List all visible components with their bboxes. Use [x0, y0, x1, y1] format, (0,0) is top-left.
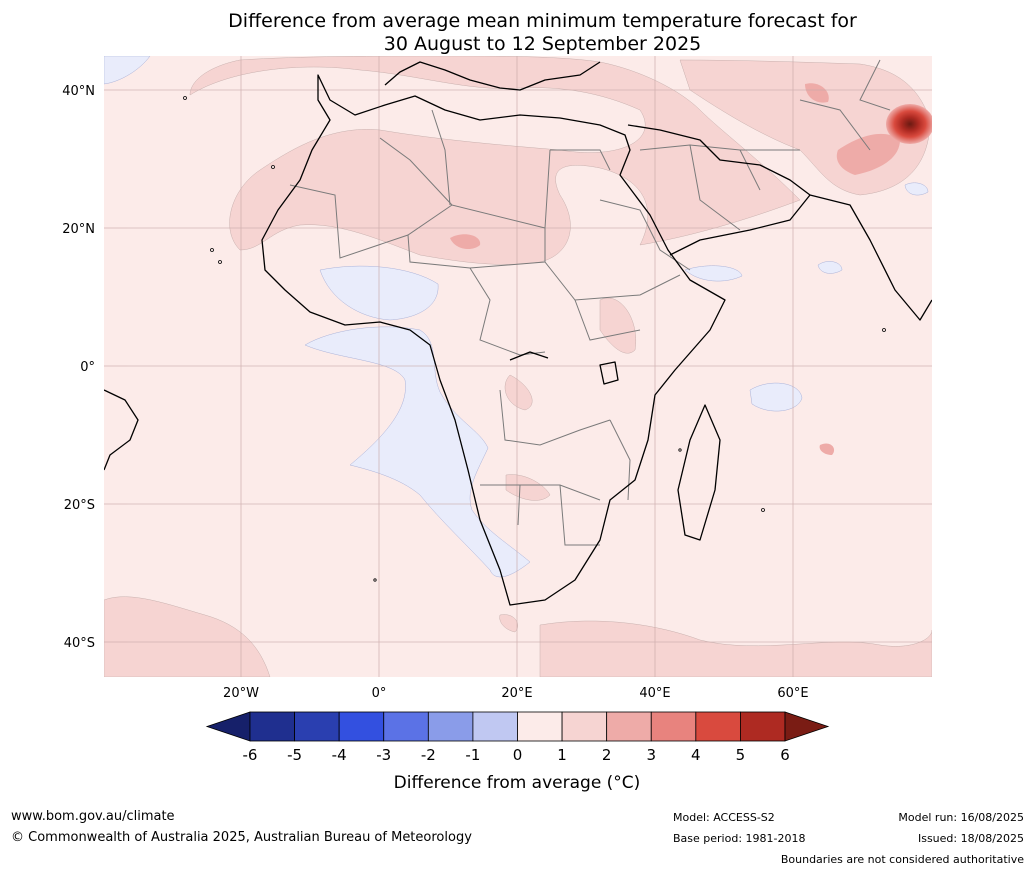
anomaly-cool-regions	[104, 56, 929, 578]
longitude-labels: 20°W 0° 20°E 40°E 60°E	[223, 686, 809, 701]
footer-base-period: Base period: 1981-2018	[673, 832, 806, 845]
lat-label: 0°	[80, 360, 95, 375]
latitude-labels: 40°N 20°N 0° 20°S 40°S	[62, 84, 95, 651]
map-title: Difference from average mean minimum tem…	[0, 10, 1035, 56]
lat-label: 40°S	[64, 636, 95, 651]
anomaly-warm-regions	[104, 56, 932, 677]
colorbar-tick-label: 5	[736, 746, 746, 764]
title-line-1: Difference from average mean minimum tem…	[228, 10, 857, 32]
colorbar-tick-label: 0	[513, 746, 523, 764]
lon-label: 20°E	[501, 686, 532, 701]
map-panel	[104, 56, 932, 677]
title-line-2: 30 August to 12 September 2025	[383, 33, 702, 55]
lon-label: 40°E	[639, 686, 670, 701]
colorbar-segment	[606, 711, 652, 742]
colorbar-tick-label: -4	[332, 746, 347, 764]
colorbar-tick-label: 3	[646, 746, 656, 764]
lon-label: 0°	[372, 686, 387, 701]
colorbar-tick-label: -1	[465, 746, 480, 764]
lon-label: 60°E	[777, 686, 808, 701]
colorbar: -6 -5 -4 -3 -2 -1 0 1 2 3 4 5 6	[205, 711, 830, 764]
footer-model-run: Model run: 16/08/2025	[898, 811, 1024, 824]
colorbar-segment	[561, 711, 608, 742]
colorbar-segment	[427, 711, 474, 742]
colorbar-segment	[249, 711, 295, 742]
graticule	[104, 56, 932, 677]
footer-website: www.bom.gov.au/climate	[11, 809, 175, 824]
colorbar-tick-label: 6	[780, 746, 790, 764]
islands	[183, 96, 886, 582]
lat-label: 20°N	[62, 222, 95, 237]
coastlines	[104, 61, 932, 606]
colorbar-segment	[472, 711, 518, 742]
colorbar-tick-label: 4	[691, 746, 701, 764]
colorbar-over-arrow	[784, 711, 830, 742]
colorbar-tick-label: -5	[287, 746, 302, 764]
footer-issued: Issued: 18/08/2025	[917, 832, 1024, 845]
colorbar-segment	[338, 711, 385, 742]
lat-label: 20°S	[64, 498, 95, 513]
colorbar-tick-label: -2	[421, 746, 436, 764]
colorbar-tick-label: 2	[602, 746, 612, 764]
anomaly-hotspot	[886, 104, 932, 144]
colorbar-segment	[740, 711, 786, 742]
lat-label: 40°N	[62, 84, 95, 99]
footer-model: Model: ACCESS-S2	[673, 811, 775, 824]
colorbar-segment	[650, 711, 697, 742]
footer-copyright: © Commonwealth of Australia 2025, Austra…	[11, 830, 472, 845]
anomaly-warmer-regions	[450, 83, 900, 455]
colorbar-segment	[294, 711, 340, 742]
colorbar-label: Difference from average (°C)	[394, 773, 641, 793]
colorbar-tick-label: -3	[376, 746, 391, 764]
colorbar-segment	[517, 711, 563, 742]
country-boundaries	[289, 59, 891, 546]
footer-disclaimer: Boundaries are not considered authoritat…	[780, 853, 1024, 866]
colorbar-segment	[695, 711, 741, 742]
colorbar-segment	[383, 711, 429, 742]
colorbar-tick-label: -6	[243, 746, 258, 764]
lon-label: 20°W	[223, 686, 259, 701]
colorbar-tick-label: 1	[557, 746, 567, 764]
colorbar-under-arrow	[205, 711, 251, 742]
